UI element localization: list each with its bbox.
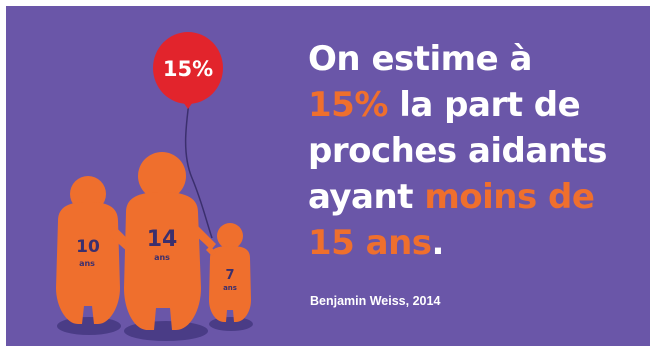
shadow-left <box>57 317 121 335</box>
balloon-label: 15% <box>163 57 213 81</box>
unit-label-14: ans <box>154 253 170 262</box>
source-credit: Benjamin Weiss, 2014 <box>310 294 441 308</box>
balloon-string <box>184 101 213 239</box>
headline-highlight-years: 15 ans <box>308 223 432 263</box>
child-figure-14 <box>124 152 216 330</box>
headline: On estime à 15% la part de proches aidants… <box>308 36 638 266</box>
headline-highlight-age: moins de <box>424 177 595 217</box>
family-illustration: 15% 10 ans 14 ans 7 ans <box>56 32 253 341</box>
shadow-right <box>209 317 253 331</box>
headline-part-4: ayant <box>308 177 413 217</box>
headline-part-3: proches aidants <box>308 131 608 171</box>
age-label-14: 14 <box>147 227 178 252</box>
headline-part-2: la part de <box>399 85 581 125</box>
headline-highlight-percent: 15% <box>308 85 388 125</box>
infographic-card: 15% 10 ans 14 ans 7 ans On estime <box>6 6 650 346</box>
unit-label-7: ans <box>223 284 237 292</box>
age-label-10: 10 <box>76 237 100 257</box>
headline-punctuation: . <box>431 223 445 263</box>
age-label-7: 7 <box>225 268 234 283</box>
child-figure-7 <box>206 223 251 322</box>
unit-label-10: ans <box>79 259 95 268</box>
headline-part-1: On estime à <box>308 39 532 79</box>
child-figure-10 <box>56 176 136 324</box>
balloon: 15% <box>153 32 223 109</box>
